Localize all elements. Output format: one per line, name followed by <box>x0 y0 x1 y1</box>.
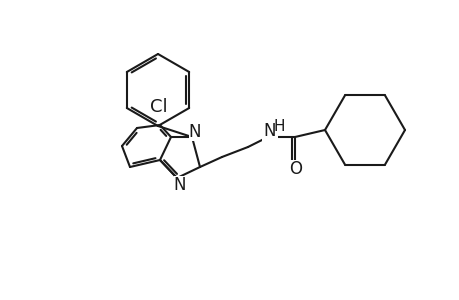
Text: Cl: Cl <box>149 98 167 116</box>
Text: N: N <box>263 122 276 140</box>
Text: N: N <box>188 123 201 141</box>
Text: N: N <box>174 176 186 194</box>
Text: O: O <box>289 160 302 178</box>
Text: H: H <box>273 118 284 134</box>
